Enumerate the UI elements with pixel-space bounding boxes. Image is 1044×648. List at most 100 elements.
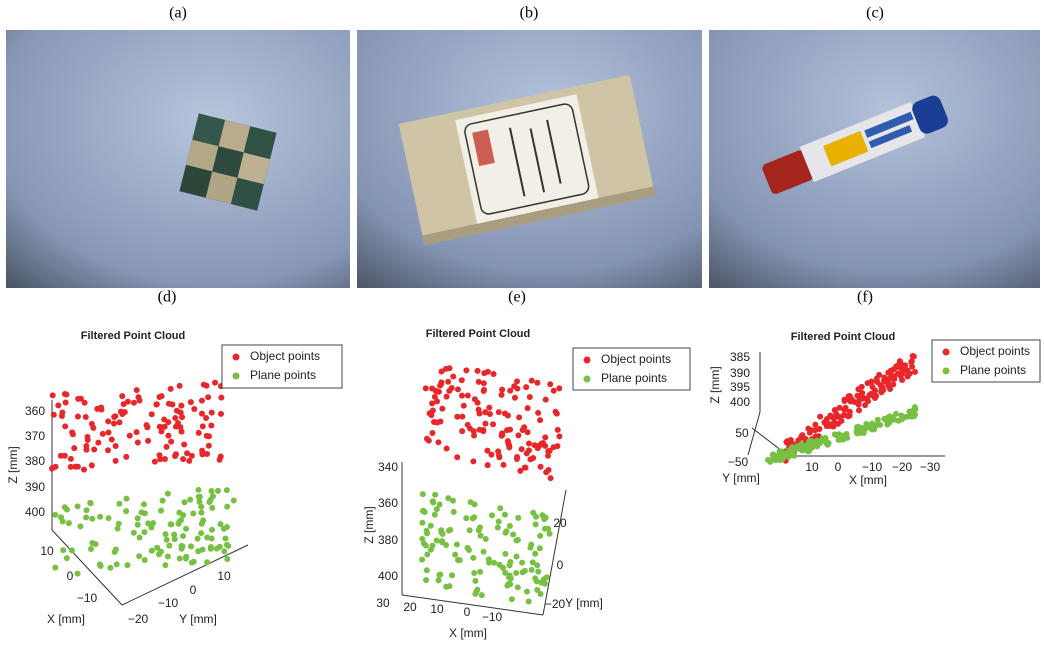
cloud-point: [63, 399, 69, 405]
cloud-point: [477, 524, 483, 530]
cloud-point: [179, 546, 185, 552]
cloud-point: [203, 415, 209, 421]
cloud-point: [168, 439, 174, 445]
cloud-point: [912, 369, 918, 375]
cloud-point: [556, 385, 562, 391]
y-tick-label: −10: [158, 596, 179, 610]
cloud-point: [555, 427, 561, 433]
cloud-point: [519, 560, 525, 566]
cloud-point: [190, 511, 196, 517]
cloud-point: [145, 520, 151, 526]
cloud-point: [765, 457, 771, 463]
cloud-point: [529, 567, 535, 573]
point-cloud-plot: Filtered Point CloudObject pointsPlane p…: [708, 331, 1040, 487]
cloud-point: [206, 443, 212, 449]
cloud-point: [175, 420, 181, 426]
cloud-point: [551, 444, 557, 450]
z-tick-label: 340: [378, 460, 398, 474]
cloud-point: [438, 381, 444, 387]
cloud-point: [157, 452, 163, 458]
cloud-point: [554, 411, 560, 417]
cloud-point: [59, 409, 65, 415]
y-axis-label: Y [mm]: [565, 596, 603, 610]
cloud-point: [439, 406, 445, 412]
cloud-point: [419, 520, 425, 526]
cloud-point: [428, 523, 434, 529]
cloud-point: [182, 499, 188, 505]
cloud-point: [842, 398, 848, 404]
cloud-point: [534, 380, 540, 386]
x-tick-label: 10: [40, 544, 54, 558]
cloud-point: [486, 405, 492, 411]
cloud-point: [459, 393, 465, 399]
cloud-point: [116, 521, 122, 527]
cloud-point: [427, 410, 433, 416]
cloud-point: [906, 408, 912, 414]
cloud-point: [530, 559, 536, 565]
cloud-point: [511, 383, 517, 389]
cloud-point: [221, 526, 227, 532]
cloud-point: [470, 555, 476, 561]
cloud-point: [496, 562, 502, 568]
cloud-point: [866, 392, 872, 398]
cloud-point: [463, 515, 469, 521]
cloud-point: [145, 438, 151, 444]
cloud-point: [161, 416, 167, 422]
cloud-point: [224, 504, 230, 510]
cloud-point: [218, 395, 224, 401]
cloud-point: [445, 379, 451, 385]
cloud-point: [496, 409, 502, 415]
cloud-point: [903, 366, 909, 372]
cloud-point: [463, 367, 469, 373]
legend-marker: [233, 354, 240, 361]
cloud-point: [481, 549, 487, 555]
panel-label: (c): [866, 5, 884, 22]
cloud-point: [89, 540, 95, 546]
figure: Filtered Point CloudObject pointsPlane p…: [0, 0, 1044, 648]
cloud-point: [134, 429, 140, 435]
cloud-point: [537, 533, 543, 539]
cloud-point: [899, 377, 905, 383]
cloud-point: [62, 423, 68, 429]
cloud-point: [784, 440, 790, 446]
cloud-point: [83, 443, 89, 449]
cloud-point: [180, 456, 186, 462]
cloud-point: [455, 386, 461, 392]
cloud-point: [215, 488, 221, 494]
cloud-point: [859, 384, 865, 390]
z-tick-label: 380: [25, 454, 45, 468]
x-tick-label: 0: [464, 605, 471, 619]
cloud-point: [424, 567, 430, 573]
cloud-point: [482, 421, 488, 427]
cloud-point: [856, 430, 862, 436]
cloud-point: [105, 418, 111, 424]
cloud-point: [172, 536, 178, 542]
y-tick-label: 0: [190, 583, 197, 597]
cloud-point: [164, 444, 170, 450]
cloud-point: [91, 446, 97, 452]
cloud-point: [163, 531, 169, 537]
cloud-point: [521, 424, 527, 430]
cloud-point: [537, 417, 543, 423]
cloud-point: [158, 508, 164, 514]
cloud-point: [423, 577, 429, 583]
cloud-point: [111, 420, 117, 426]
cloud-point: [862, 426, 868, 432]
cloud-point: [154, 401, 160, 407]
cloud-point: [857, 425, 863, 431]
cloud-point: [497, 505, 503, 511]
cloud-point: [438, 529, 444, 535]
cloud-point: [556, 433, 562, 439]
cloud-point: [774, 456, 780, 462]
cloud-point: [112, 549, 118, 555]
z-tick-label: 390: [25, 480, 45, 494]
cloud-point: [547, 381, 553, 387]
cloud-point: [533, 521, 539, 527]
cloud-point: [224, 542, 230, 548]
cloud-point: [817, 414, 823, 420]
cloud-point: [204, 559, 210, 565]
cloud-point: [424, 551, 430, 557]
cloud-point: [119, 393, 125, 399]
cloud-point: [538, 591, 544, 597]
cloud-point: [478, 533, 484, 539]
